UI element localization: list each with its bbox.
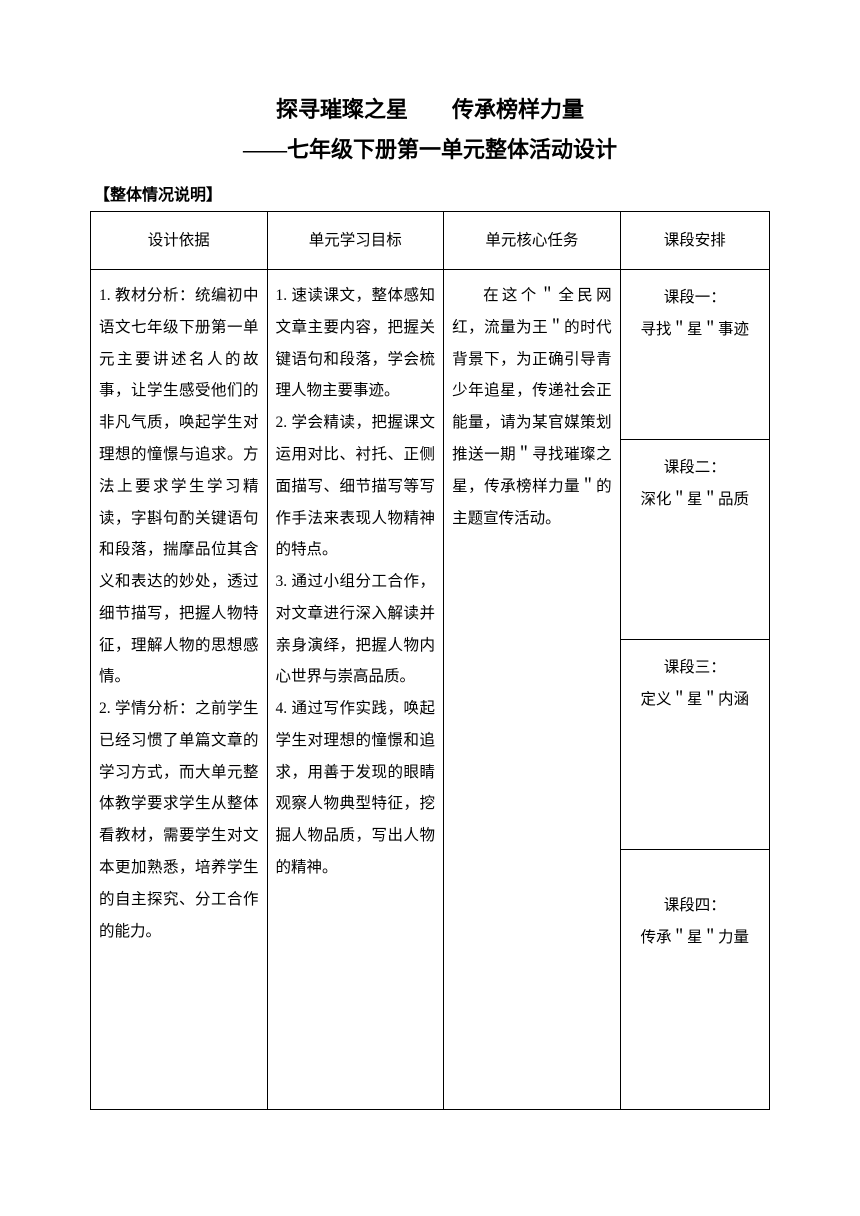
cell-basis: 1. 教材分析：统编初中语文七年级下册第一单元主要讲述名人的故事，让学生感受他们… xyxy=(91,270,268,1110)
cell-objectives: 1. 速读课文，整体感知文章主要内容，把握关键语句和段落，学会梳理人物主要事迹。… xyxy=(267,270,444,1110)
title-left: 探寻璀璨之星 xyxy=(276,97,408,122)
segment-1-text: 寻找＂星＂事迹 xyxy=(629,314,761,346)
cell-segment-3: 课段三： 定义＂星＂内涵 xyxy=(620,640,769,850)
section-header: 【整体情况说明】 xyxy=(90,181,770,205)
header-segments: 课段安排 xyxy=(620,212,769,270)
header-core-task: 单元核心任务 xyxy=(444,212,621,270)
page-subtitle: ——七年级下册第一单元整体活动设计 xyxy=(90,130,770,170)
cell-core-task: 在这个＂全民网红，流量为王＂的时代背景下，为正确引导青少年追星，传递社会正能量，… xyxy=(444,270,621,1110)
overview-table: 设计依据 单元学习目标 单元核心任务 课段安排 1. 教材分析：统编初中语文七年… xyxy=(90,211,770,1110)
segment-2-text: 深化＂星＂品质 xyxy=(629,484,761,516)
header-basis: 设计依据 xyxy=(91,212,268,270)
cell-segment-2: 课段二： 深化＂星＂品质 xyxy=(620,440,769,640)
segment-4-title: 课段四： xyxy=(629,890,761,922)
segment-1-title: 课段一： xyxy=(629,282,761,314)
title-right: 传承榜样力量 xyxy=(452,97,584,122)
cell-segment-4: 课段四： 传承＂星＂力量 xyxy=(620,850,769,1110)
table-row: 1. 教材分析：统编初中语文七年级下册第一单元主要讲述名人的故事，让学生感受他们… xyxy=(91,270,770,440)
table-header-row: 设计依据 单元学习目标 单元核心任务 课段安排 xyxy=(91,212,770,270)
cell-segment-1: 课段一： 寻找＂星＂事迹 xyxy=(620,270,769,440)
segment-2-title: 课段二： xyxy=(629,452,761,484)
segment-4-text: 传承＂星＂力量 xyxy=(629,922,761,954)
segment-3-text: 定义＂星＂内涵 xyxy=(629,684,761,716)
header-objectives: 单元学习目标 xyxy=(267,212,444,270)
page-title: 探寻璀璨之星 传承榜样力量 xyxy=(90,90,770,130)
segment-3-title: 课段三： xyxy=(629,652,761,684)
